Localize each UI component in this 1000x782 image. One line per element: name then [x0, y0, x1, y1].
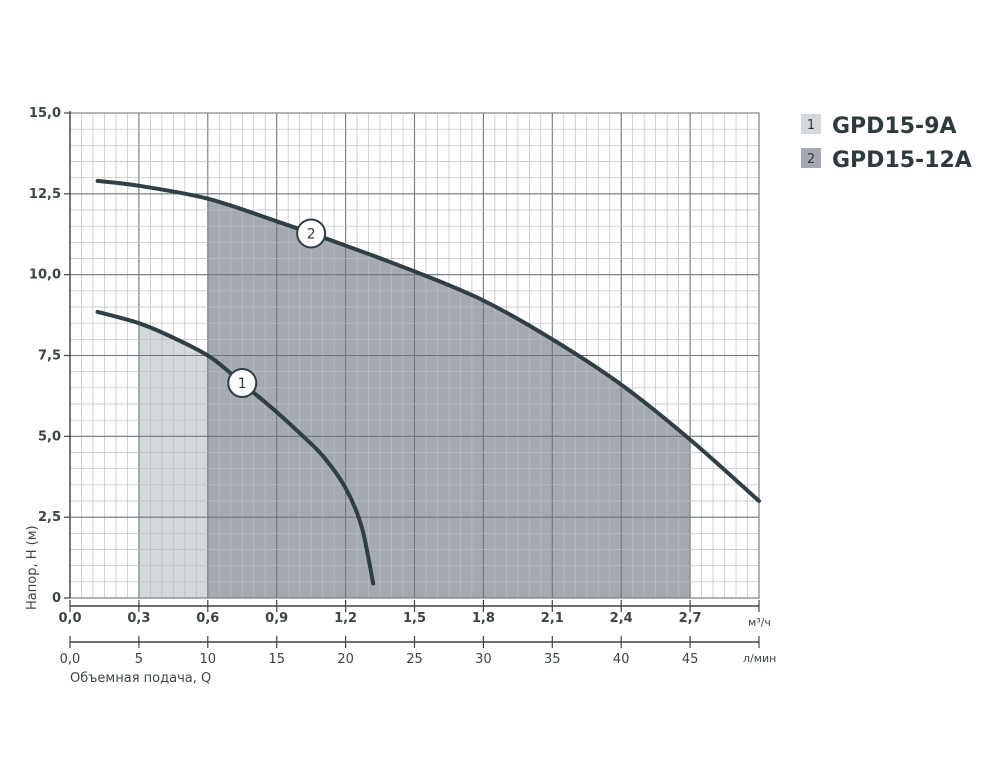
- x-top-tick-label: 1,2: [334, 611, 357, 626]
- curve-1: [95, 309, 376, 586]
- y-tick-label: 10,0: [29, 268, 61, 283]
- legend-swatch-1: [801, 114, 821, 134]
- x-bottom-tick-label: 5: [135, 652, 143, 667]
- x-unit-top: м³/ч: [748, 616, 771, 629]
- x-bottom-tick-label: 45: [682, 652, 699, 667]
- legend: 1 GPD15-9A 2 GPD15-12A: [801, 114, 972, 173]
- legend-label-1: GPD15-9A: [832, 114, 957, 139]
- x-bottom-tick-label: 10: [200, 652, 217, 667]
- y-tick-label: 0: [52, 591, 61, 606]
- curve-markers: 12: [227, 218, 327, 398]
- x-top-tick-label: 0,3: [127, 611, 150, 626]
- x-top-tick-label: 0,6: [196, 611, 219, 626]
- x-top-tick-label: 0,9: [265, 611, 288, 626]
- y-tick-label: 5,0: [38, 429, 61, 444]
- x-top-tick-label: 1,5: [403, 611, 426, 626]
- x-bottom-tick-label: 30: [475, 652, 492, 667]
- x-top-tick-label: 2,7: [679, 611, 702, 626]
- curve-marker-circle-2: [296, 218, 327, 249]
- legend-number-2: 2: [807, 152, 815, 167]
- x-unit-bottom: л/мин: [743, 652, 776, 665]
- x-axis-bottom-ticks: 0,0 5 10 15 20 25 30 35 40 45: [60, 636, 760, 667]
- curve-marker-label-1: 1: [238, 376, 247, 392]
- x-bottom-tick-label: 15: [268, 652, 285, 667]
- y-tick-label: 15,0: [29, 106, 61, 121]
- legend-number-1: 1: [807, 118, 815, 133]
- x-bottom-tick-label: 0,0: [60, 652, 81, 667]
- y-axis-ticks: 0 2,5 5,0 7,5 10,0 12,5 15,0: [29, 106, 70, 606]
- curve-marker-label-2: 2: [307, 226, 316, 242]
- chart-grid: [69, 112, 760, 599]
- performance-curves: [95, 178, 761, 586]
- y-tick-label: 2,5: [38, 510, 61, 525]
- x-top-tick-label: 0,0: [58, 611, 81, 626]
- x-top-tick-label: 1,8: [472, 611, 495, 626]
- x-axis-top-ticks: 0,0 0,3 0,6 0,9 1,2 1,5 1,8 2,1 2,4 2,7: [58, 600, 760, 626]
- y-tick-label: 7,5: [38, 349, 61, 364]
- curve-marker-circle-1: [227, 367, 258, 398]
- x-bottom-tick-label: 35: [544, 652, 561, 667]
- x-bottom-tick-label: 20: [337, 652, 354, 667]
- x-bottom-tick-label: 40: [613, 652, 630, 667]
- y-axis-label: Напор, H (м): [25, 525, 40, 610]
- x-top-tick-label: 2,1: [541, 611, 564, 626]
- x-top-tick-label: 2,4: [610, 611, 633, 626]
- legend-swatch-2: [801, 148, 821, 168]
- x-bottom-tick-label: 25: [406, 652, 423, 667]
- curve-2: [95, 178, 761, 503]
- legend-label-2: GPD15-12A: [832, 148, 972, 173]
- y-tick-label: 12,5: [29, 187, 61, 202]
- x-axis-label: Объемная подача, Q: [70, 671, 211, 686]
